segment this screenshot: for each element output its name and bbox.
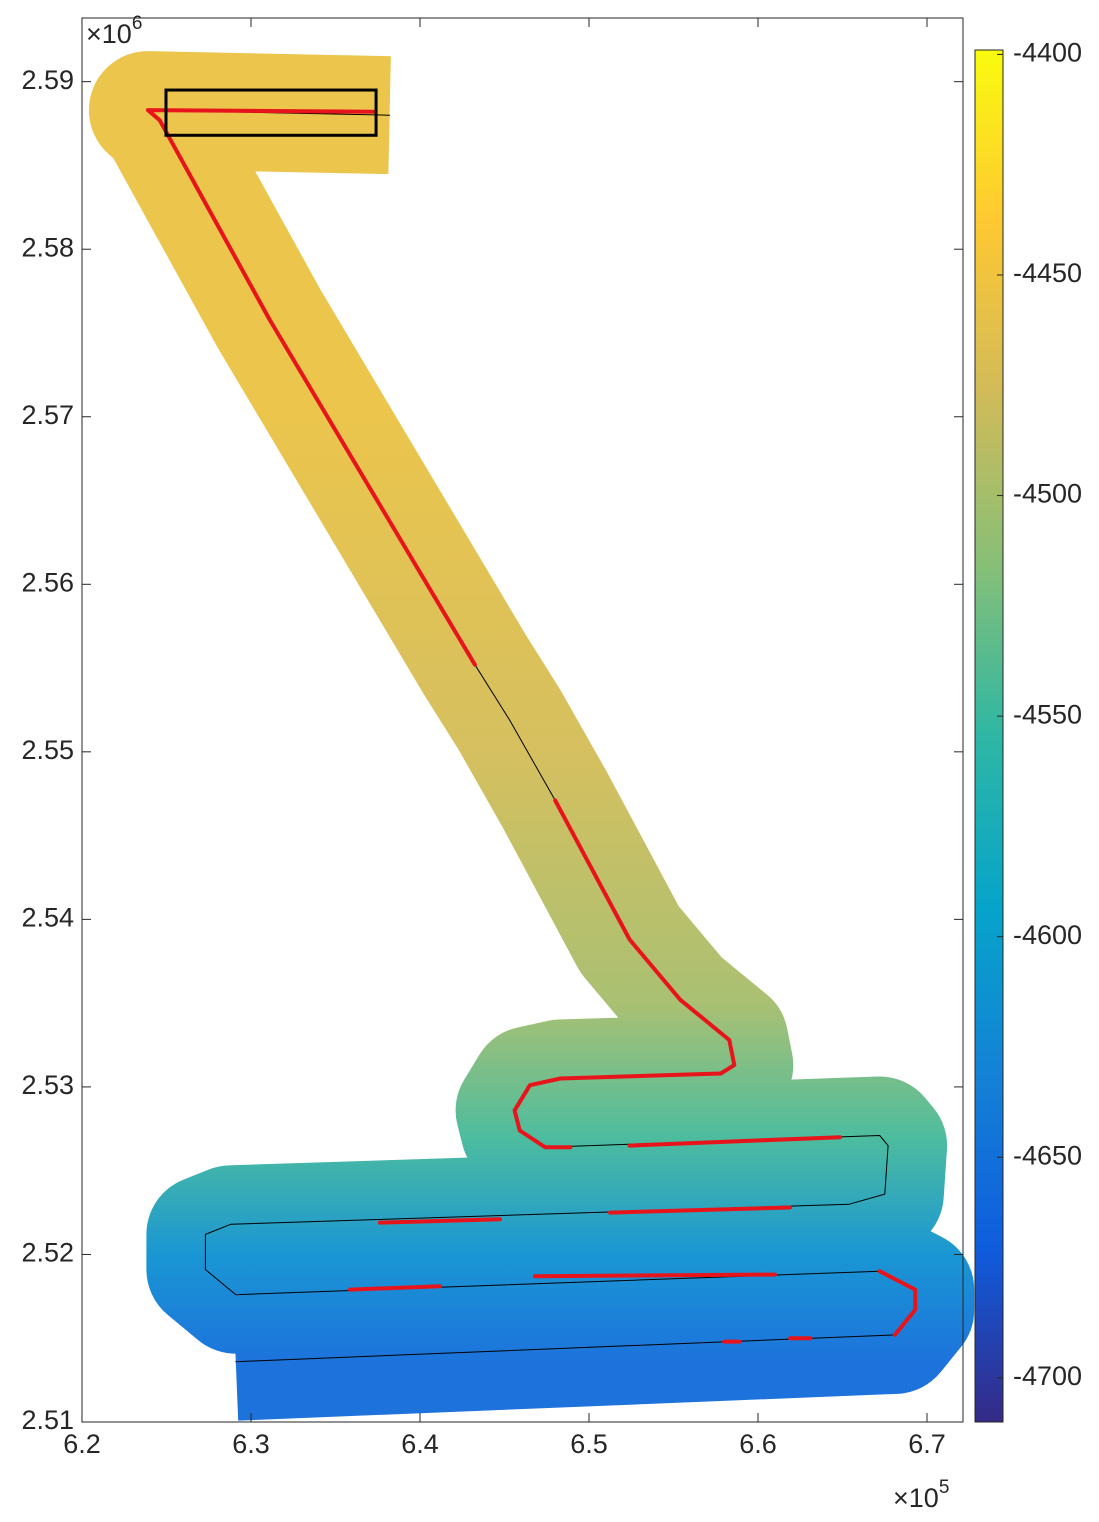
colorbar-tick-label: -4500	[1013, 479, 1082, 509]
y-tick-label: 2.53	[21, 1070, 74, 1100]
multiplier-base: ×10	[893, 1483, 939, 1513]
y-tick-label: 2.51	[21, 1405, 74, 1435]
axes-frame	[81, 17, 964, 1423]
y-tick-label: 2.55	[21, 735, 74, 765]
y-tick-label: 2.56	[21, 567, 74, 597]
colorbar-tick-label: -4450	[1013, 258, 1082, 288]
x-tick-label: 6.2	[63, 1429, 101, 1459]
y-tick-label: 2.58	[21, 232, 74, 262]
colorbar	[974, 49, 1004, 1423]
multiplier-exponent: 6	[132, 13, 143, 34]
colorbar-tick-label: -4700	[1013, 1361, 1082, 1391]
multiplier-exponent: 5	[939, 1477, 950, 1498]
colorbar-tick-label: -4650	[1013, 1140, 1082, 1170]
red-track	[145, 108, 918, 1344]
y-tick-label: 2.57	[21, 400, 74, 430]
highlight-box	[164, 88, 378, 137]
x-tick-label: 6.4	[401, 1429, 439, 1459]
x-tick-label: 6.3	[232, 1429, 270, 1459]
x-tick-label: 6.7	[908, 1429, 946, 1459]
colorbar-tick-label: -4600	[1013, 920, 1082, 950]
multiplier-base: ×10	[86, 19, 132, 49]
swath	[88, 51, 975, 1421]
x-tick-label: 6.6	[739, 1429, 777, 1459]
axis-multiplier: ×106	[86, 13, 142, 49]
y-tick-label: 2.52	[21, 1238, 74, 1268]
y-tick-label: 2.59	[21, 65, 74, 95]
x-tick-label: 6.5	[570, 1429, 608, 1459]
colorbar-tick-label: -4400	[1013, 38, 1082, 68]
y-tick-label: 2.54	[21, 902, 74, 932]
colorbar-tick-label: -4550	[1013, 699, 1082, 729]
axis-multiplier: ×105	[893, 1477, 949, 1513]
